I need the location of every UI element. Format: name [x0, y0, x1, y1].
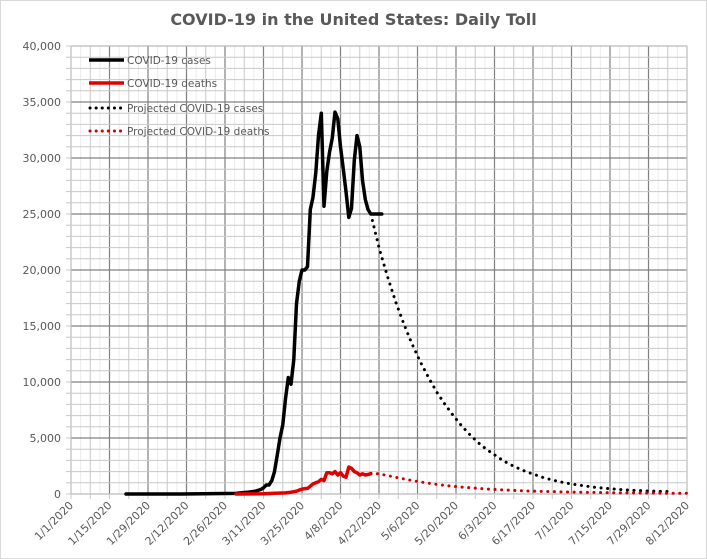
y-tick-label: 15,000 — [23, 320, 62, 333]
legend-label: Projected COVID-19 cases — [127, 103, 263, 115]
legend-label: COVID-19 deaths — [127, 78, 217, 90]
series-line-3 — [369, 471, 689, 495]
y-tick-label: 30,000 — [23, 152, 62, 165]
y-tick-label: 25,000 — [23, 208, 62, 221]
series-group — [124, 110, 689, 496]
series-line-2 — [369, 212, 670, 493]
x-axis-ticks: 1/1/20201/15/20201/29/20202/12/20202/26/… — [32, 499, 692, 548]
y-tick-label: 5,000 — [30, 432, 62, 445]
legend-label: COVID-19 cases — [127, 55, 211, 67]
y-tick-label: 35,000 — [23, 96, 62, 109]
y-tick-label: 0 — [54, 488, 61, 501]
series-line-1 — [234, 465, 373, 496]
legend: COVID-19 cases COVID-19 deaths Projected C… — [88, 55, 269, 138]
legend-label: Projected COVID-19 deaths — [127, 126, 269, 138]
y-axis-ticks: 0 5,000 10,000 15,000 20,000 25,000 30,000 35,0… — [23, 40, 62, 501]
chart-title: COVID-19 in the United States: Daily Tol… — [170, 10, 537, 29]
series-line-0 — [124, 110, 384, 496]
y-tick-label: 10,000 — [23, 376, 62, 389]
y-tick-label: 20,000 — [23, 264, 62, 277]
grid-lines — [66, 45, 688, 499]
y-tick-label: 40,000 — [23, 40, 62, 53]
